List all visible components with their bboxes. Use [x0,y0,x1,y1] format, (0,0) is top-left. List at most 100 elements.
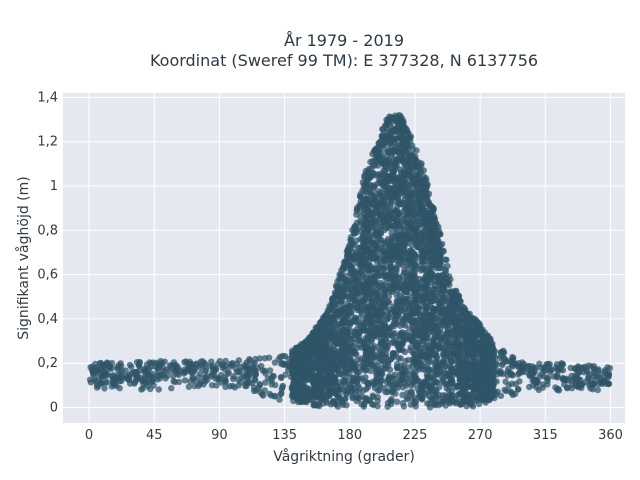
scatter-point [387,387,394,394]
scatter-point [392,141,399,148]
scatter-point [464,372,471,379]
scatter-point [326,354,333,362]
scatter-point [596,374,603,381]
scatter-point [423,342,430,350]
scatter-point [329,346,336,353]
scatter-point [189,374,196,381]
scatter-point [271,392,279,400]
scatter-point [358,400,365,408]
scatter-point [436,383,443,391]
scatter-point [401,206,408,213]
scatter-point [399,391,406,399]
scatter-point [362,182,369,189]
scatter-point [222,357,229,365]
scatter-point [395,185,402,192]
scatter-point [400,363,408,370]
scatter-point [399,148,407,156]
scatter-point [374,397,381,405]
scatter-point [516,364,523,371]
scatter-point [389,173,397,180]
scatter-point [364,237,371,244]
scatter-point [542,363,549,371]
scatter-point [193,360,200,367]
scatter-point [370,361,378,368]
scatter-point [436,264,443,272]
scatter-point [331,361,338,368]
scatter-point [401,266,408,274]
scatter-point [367,323,375,330]
scatter-point [371,264,379,272]
scatter-point [209,368,216,375]
scatter-point [393,119,400,126]
scatter-point [405,150,412,157]
scatter-point [117,360,124,367]
scatter-point [148,378,156,385]
scatter-point [544,381,551,388]
scatter-point [209,362,216,370]
scatter-point [346,304,353,312]
scatter-point [357,244,364,251]
scatter-point [320,346,327,354]
scatter-point [375,162,382,169]
scatter-point [539,384,546,391]
scatter-point [243,382,250,390]
scatter-point [420,293,427,300]
scatter-point [353,277,360,285]
scatter-point [415,304,422,311]
scatter-point [390,306,397,313]
scatter-point [360,222,367,229]
scatter-point [335,354,342,361]
scatter-point [332,400,339,407]
scatter-point [474,394,481,401]
scatter-point [390,185,397,193]
scatter-point [216,357,223,365]
scatter-point [380,182,387,190]
scatter-point [180,368,187,375]
scatter-point [464,314,472,321]
scatter-point [428,240,435,247]
scatter-point [185,383,193,390]
scatter-point [347,252,354,259]
scatter-point [342,340,350,348]
scatter-point [349,343,356,351]
scatter-point [403,288,411,295]
scatter-point [348,265,355,272]
scatter-point [376,358,383,365]
scatter-point [349,350,357,357]
scatter-point [458,372,465,380]
scatter-point [339,302,346,309]
scatter-point [419,258,426,265]
scatter-point [99,373,107,380]
scatter-point [313,392,320,399]
scatter-point [572,382,580,389]
scatter-point [404,395,411,403]
scatter-point [358,274,365,281]
scatter-point [480,394,487,402]
scatter-point [344,335,351,343]
scatter-point [388,230,395,237]
scatter-point [442,267,449,275]
scatter-point [395,313,402,320]
scatter-point [363,366,370,374]
scatter-point [378,249,385,256]
scatter-point [446,281,453,289]
scatter-point [416,171,423,179]
scatter-point [232,365,239,372]
scatter-point [378,369,385,376]
scatter-point [341,377,349,384]
scatter-point [259,367,267,374]
scatter-point [126,361,134,369]
scatter-point [529,377,536,384]
scatter-point [87,379,95,386]
scatter-point [412,377,419,384]
scatter-point [381,303,388,311]
scatter-point [432,285,439,293]
scatter-point [197,370,204,377]
scatter-point [355,388,362,396]
scatter-point [388,210,395,218]
scatter-point [355,341,363,348]
scatter-point [418,279,426,286]
scatter-point [370,182,378,189]
scatter-point [379,297,386,305]
scatter-point [487,337,494,344]
